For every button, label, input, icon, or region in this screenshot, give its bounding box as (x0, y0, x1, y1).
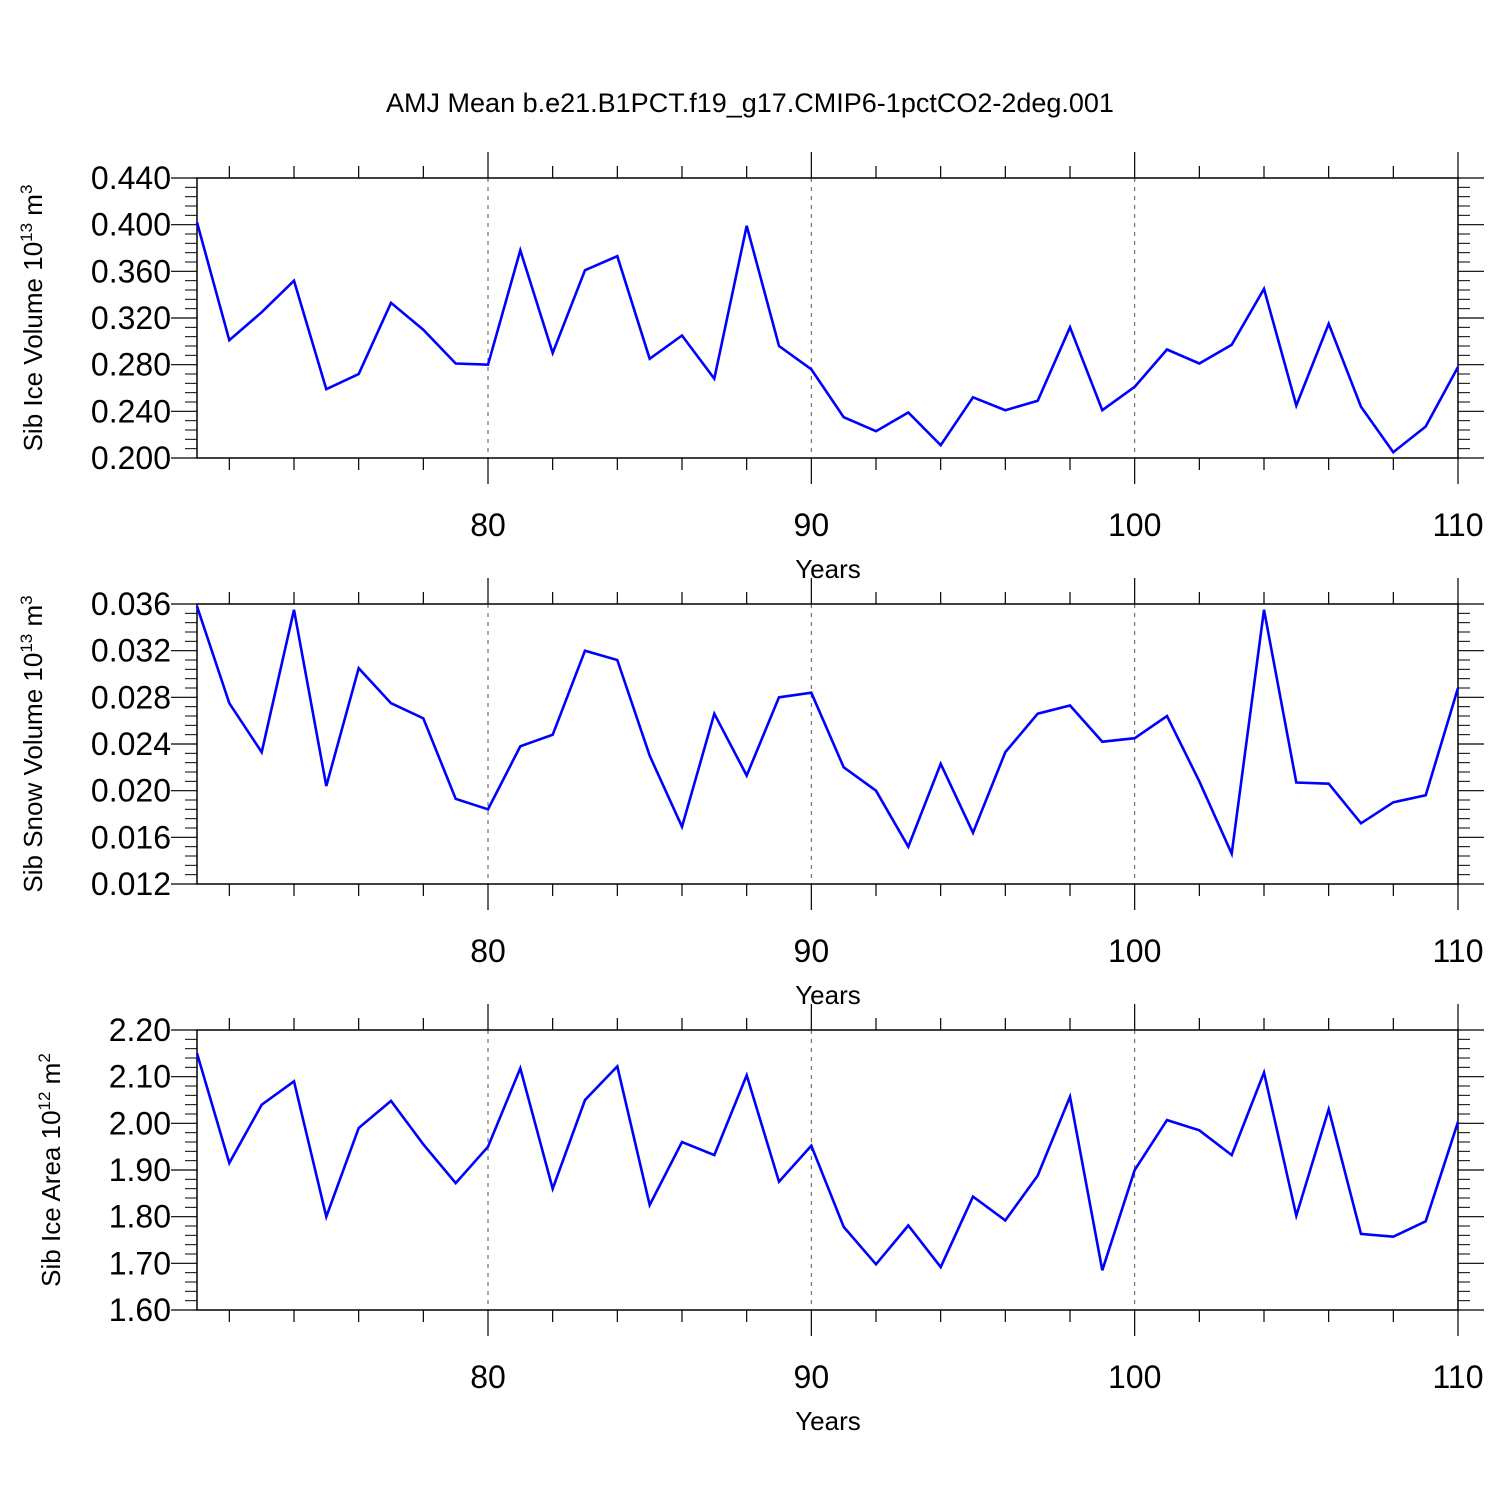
x-axis-label: Years (795, 554, 861, 584)
y-axis-label-text: m (18, 194, 48, 223)
y-axis-label: Sib Snow Volume 1013 m3 (17, 595, 48, 892)
y-tick-label: 0.440 (91, 160, 171, 196)
x-tick-label: 110 (1432, 933, 1483, 969)
plot-frame (196, 177, 1459, 459)
y-tick-label: 0.020 (91, 773, 171, 809)
y-tick-label: 0.400 (91, 207, 171, 243)
y-axis-label-superscript: 13 (17, 223, 36, 242)
y-axis-label-text: m (18, 605, 48, 634)
chart-panel-2: 80 90 100 110 0.012 0.016 0.020 0.024 0.028 0.032… (17, 578, 1484, 1010)
series-line-1 (195, 605, 1460, 859)
y-axis-label-superscript: 3 (17, 595, 36, 604)
y-tick-label: 0.360 (91, 253, 171, 289)
y-tick-label: 1.60 (109, 1292, 171, 1328)
x-tick-label: 100 (1108, 507, 1161, 543)
y-axis-label: Sib Ice Area 1012 m2 (35, 1053, 66, 1287)
y-tick-label: 0.320 (91, 300, 171, 336)
y-axis-label-superscript: 13 (17, 634, 36, 653)
chart-panel-3: 80 90 100 110 1.60 1.70 1.80 1.90 2.00 2.10 2.20 Ye… (35, 1004, 1484, 1436)
series-line-1 (195, 221, 1460, 455)
y-tick-label: 0.200 (91, 440, 171, 476)
y-tick-label: 0.016 (91, 819, 171, 855)
chart-panel-1: 80 90 100 110 0.200 0.240 0.280 0.320 0.360 0.400… (17, 152, 1484, 584)
y-tick-label: 0.280 (91, 347, 171, 383)
x-tick-label: 80 (470, 507, 506, 543)
y-axis-label-text: m (36, 1063, 66, 1092)
y-axis-label-text: Sib Snow Volume 10 (18, 653, 48, 893)
x-tick-label: 80 (470, 1359, 506, 1395)
y-tick-label: 2.10 (109, 1059, 171, 1095)
x-tick-label: 110 (1432, 507, 1483, 543)
y-axis-label-superscript: 3 (17, 185, 36, 194)
y-tick-label: 1.80 (109, 1199, 171, 1235)
x-tick-label: 90 (794, 507, 830, 543)
x-tick-label: 100 (1108, 1359, 1161, 1395)
x-tick-label: 80 (470, 933, 506, 969)
y-tick-label: 0.024 (91, 726, 171, 762)
y-tick-label: 0.240 (91, 393, 171, 429)
y-axis-label-superscript: 2 (35, 1053, 54, 1062)
y-tick-label: 0.036 (91, 586, 171, 622)
y-axis-label-text: Sib Ice Volume 10 (18, 242, 48, 452)
x-tick-label: 90 (794, 1359, 830, 1395)
plot-frame (196, 603, 1459, 885)
y-tick-label: 0.012 (91, 866, 171, 902)
y-tick-label: 0.028 (91, 679, 171, 715)
y-axis-label: Sib Ice Volume 1013 m3 (17, 185, 48, 452)
plot-frame (196, 1029, 1459, 1311)
series-line-1 (195, 1052, 1460, 1271)
x-axis-label: Years (795, 980, 861, 1010)
x-tick-label: 90 (794, 933, 830, 969)
x-axis-label: Years (795, 1406, 861, 1436)
page-title: AMJ Mean b.e21.B1PCT.f19_g17.CMIP6-1pctC… (386, 88, 1114, 118)
y-tick-label: 2.20 (109, 1012, 171, 1048)
x-tick-label: 110 (1432, 1359, 1483, 1395)
y-tick-label: 1.90 (109, 1152, 171, 1188)
y-tick-label: 2.00 (109, 1105, 171, 1141)
y-tick-label: 0.032 (91, 633, 171, 669)
y-tick-label: 1.70 (109, 1245, 171, 1281)
y-axis-label-text: Sib Ice Area 10 (36, 1110, 66, 1286)
y-axis-label-superscript: 12 (35, 1092, 54, 1111)
x-tick-label: 100 (1108, 933, 1161, 969)
